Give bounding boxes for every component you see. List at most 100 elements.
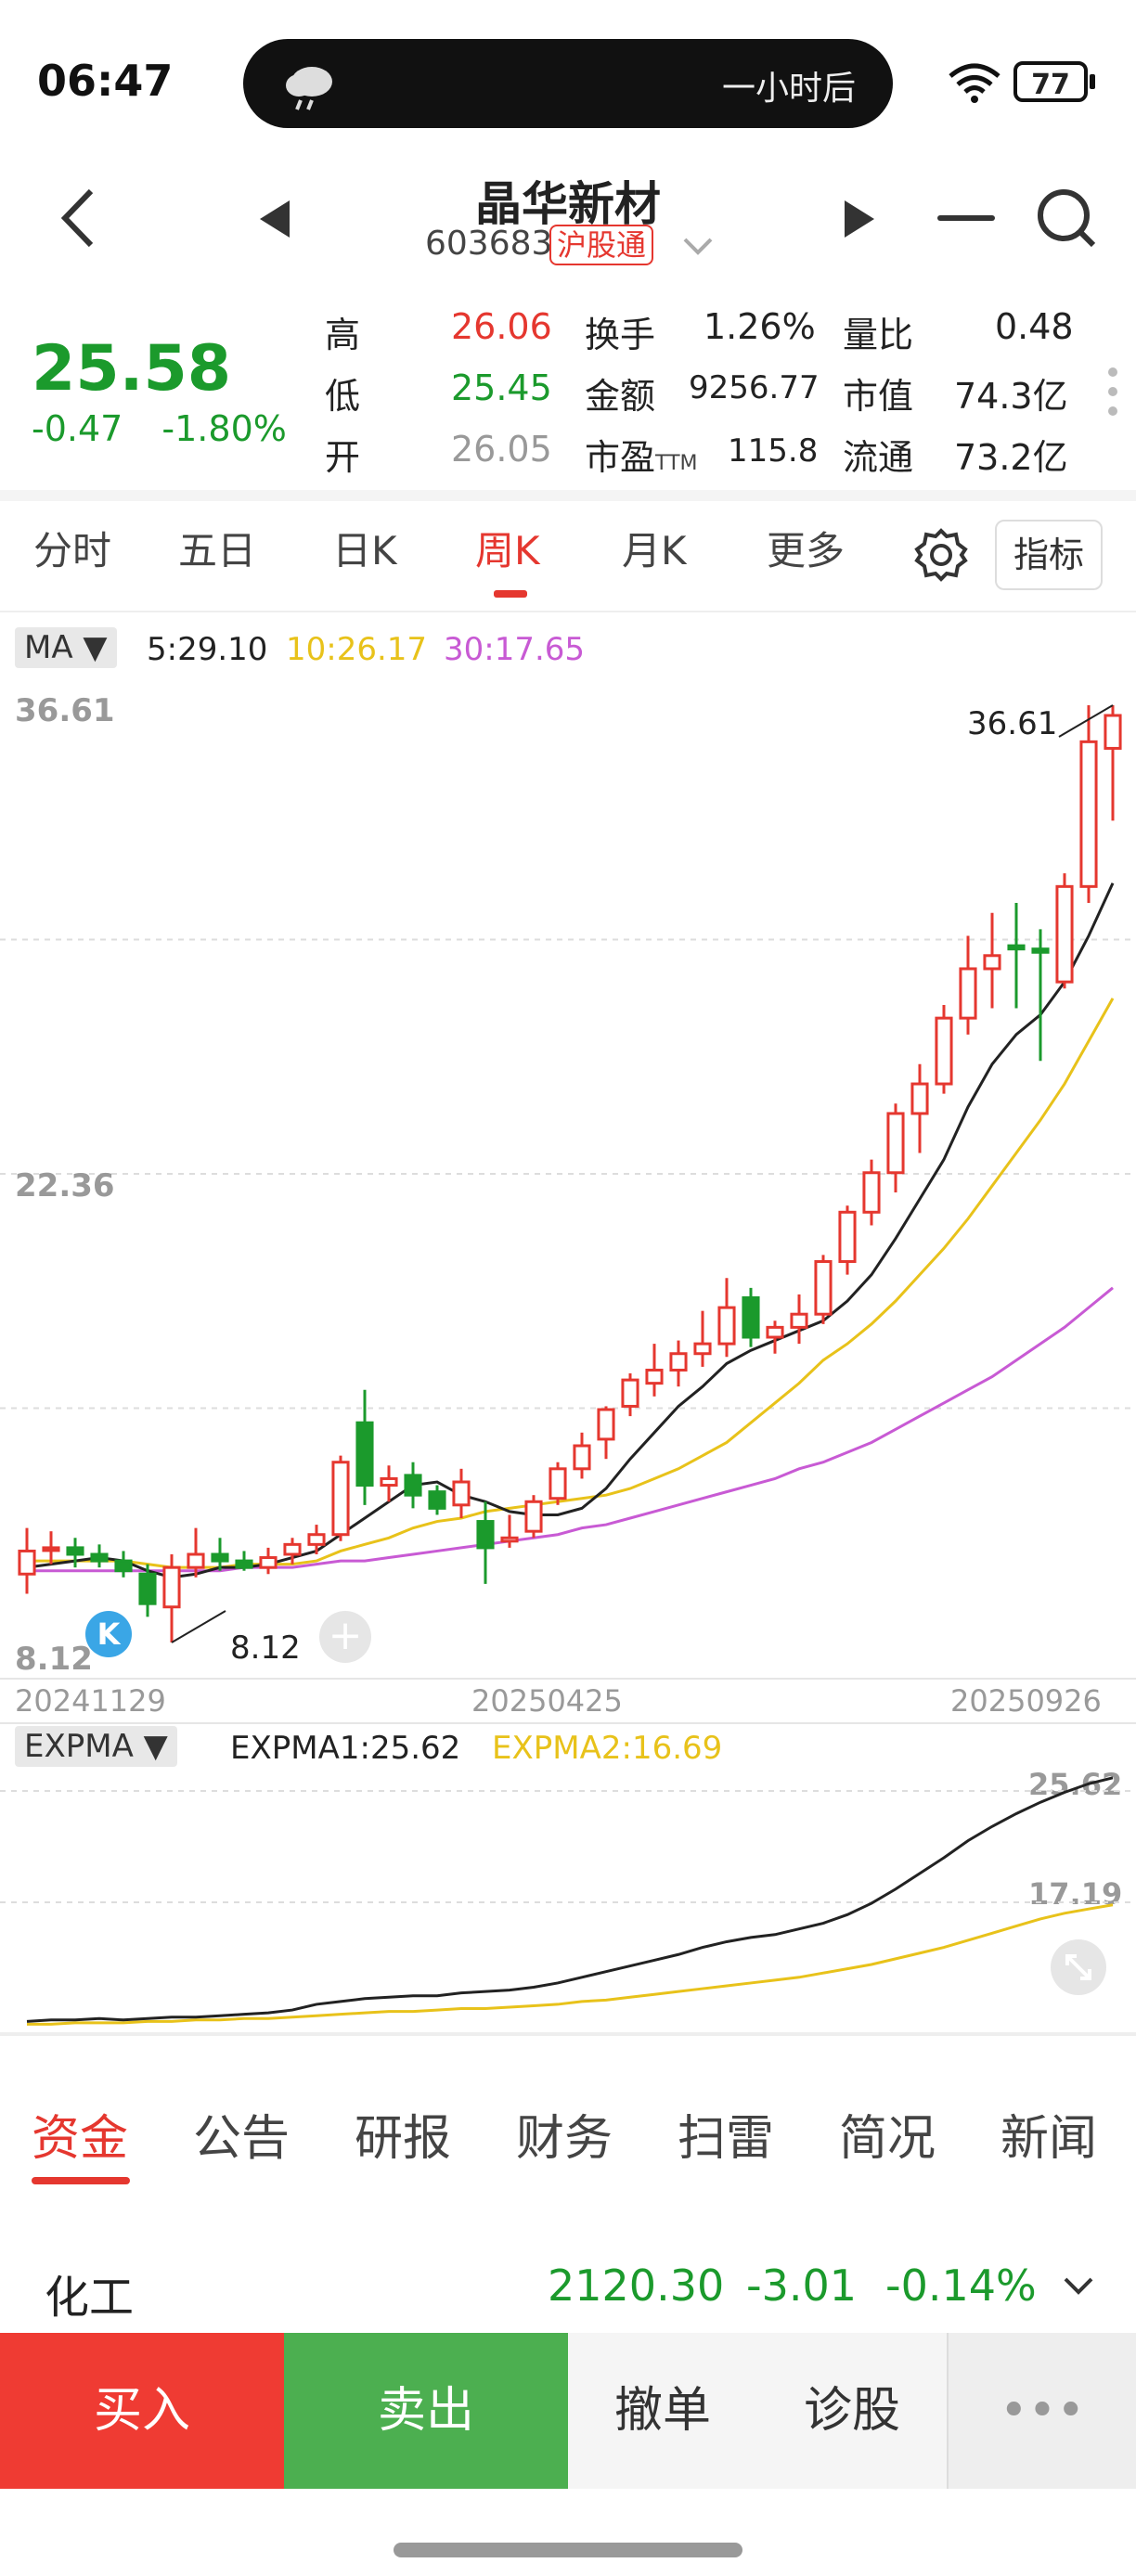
ma5-polyline [26, 882, 1115, 1579]
candle-body [935, 1016, 953, 1086]
diagnose-button[interactable]: 诊股 [757, 2333, 947, 2489]
candle [766, 1320, 784, 1354]
candle-body [814, 1259, 833, 1316]
expma-indicator-selector[interactable]: EXPMA ▼ [15, 1726, 177, 1767]
tab-risk-scan[interactable]: 扫雷 [678, 2111, 775, 2167]
tab-news[interactable]: 新闻 [1000, 2111, 1098, 2167]
tab-daily-k[interactable]: 日K [332, 528, 397, 573]
sector-expand-chevron-icon[interactable] [1062, 2275, 1095, 2298]
turnover-label: 换手 [585, 315, 656, 355]
expand-chart-icon[interactable] [1051, 1939, 1106, 1995]
candlesticks [18, 705, 1122, 1642]
back-arrow-icon[interactable] [54, 186, 100, 251]
k-marker-icon[interactable]: K [85, 1611, 132, 1657]
current-price: 25.58 [32, 332, 232, 406]
tab-intraday[interactable]: 分时 [33, 528, 112, 573]
candle [717, 1278, 736, 1358]
next-stock-icon[interactable] [841, 199, 878, 239]
candle-body [307, 1533, 326, 1546]
candle-body [355, 1421, 374, 1488]
ma30-value: 30:17.65 [444, 631, 586, 668]
weekly-k-chart[interactable] [0, 677, 1136, 1680]
open-label: 开 [325, 437, 361, 478]
settings-gear-icon[interactable] [913, 527, 969, 583]
expma2-polyline [27, 1903, 1114, 2026]
tab-five-day[interactable]: 五日 [178, 528, 257, 573]
tab-more[interactable]: 更多 [767, 528, 846, 573]
candle [742, 1287, 760, 1347]
candle-body [187, 1552, 205, 1569]
tab-finance[interactable]: 财务 [516, 2111, 613, 2167]
active-tab-indicator [494, 590, 527, 598]
cancel-order-button[interactable]: 撤单 [568, 2333, 757, 2489]
high-marker-label: 36.61 [967, 705, 1058, 742]
more-dots-icon[interactable] [1106, 366, 1119, 418]
candle [66, 1538, 84, 1568]
ma5-line [26, 882, 1115, 1579]
add-marker-icon[interactable]: + [319, 1611, 371, 1663]
tab-weekly-k[interactable]: 周K [475, 528, 540, 573]
battery-indicator: 77 [1013, 61, 1088, 102]
ma-indicator-selector[interactable]: MA ▼ [15, 627, 117, 668]
expma1-value: EXPMA1:25.62 [230, 1730, 461, 1767]
candle-body [18, 1549, 36, 1576]
buy-button[interactable]: 买入 [0, 2333, 284, 2489]
date-axis-line [0, 1678, 1136, 1680]
candle-body [862, 1171, 881, 1214]
sell-button[interactable]: 卖出 [284, 2333, 568, 2489]
indicator-button[interactable]: 指标 [995, 520, 1103, 590]
ma10-line [27, 998, 1115, 1569]
tab-profile[interactable]: 简况 [839, 2111, 936, 2167]
candle [645, 1344, 664, 1397]
vol-ratio-label: 量比 [843, 315, 914, 355]
expma-chart[interactable] [0, 1763, 1136, 2041]
candle [404, 1462, 422, 1509]
change-percent: -1.80% [161, 408, 287, 449]
candle-body [1104, 714, 1122, 750]
candle-body [138, 1572, 157, 1605]
candle-body [742, 1295, 760, 1339]
candle [500, 1514, 519, 1548]
more-actions-button[interactable]: ••• [947, 2333, 1136, 2489]
expma1-polyline [26, 1776, 1114, 2023]
chevron-down-icon[interactable] [681, 236, 715, 258]
expma2-line [27, 1903, 1114, 2026]
home-indicator[interactable] [394, 2543, 742, 2557]
tab-monthly-k[interactable]: 月K [622, 528, 687, 573]
mkt-cap-label: 市值 [843, 376, 914, 417]
pe-label: 市盈TTM [585, 429, 698, 480]
search-icon[interactable] [1034, 186, 1099, 251]
prev-stock-icon[interactable] [256, 199, 293, 239]
expma2-value: EXPMA2:16.69 [492, 1730, 723, 1767]
candle [138, 1564, 157, 1617]
turnover-value: 1.26% [704, 306, 816, 347]
candle-body [66, 1546, 84, 1556]
high-value: 26.06 [451, 306, 552, 347]
candle-body [1007, 944, 1026, 951]
sector-change-pct: -0.14% [885, 2260, 1037, 2311]
candle-body [235, 1559, 253, 1569]
mkt-cap-value: 74.3亿 [954, 376, 1068, 417]
candle-body [404, 1474, 422, 1497]
minimize-icon[interactable] [937, 215, 995, 221]
candle [669, 1340, 688, 1387]
ma10-value: 10:26.17 [286, 631, 428, 668]
sector-name[interactable]: 化工 [45, 2272, 135, 2324]
tab-funds[interactable]: 资金 [32, 2111, 129, 2167]
candle [886, 1103, 905, 1193]
candle-body [259, 1556, 278, 1569]
y-axis-bottom-label: 8.12 [15, 1641, 93, 1678]
candle [452, 1468, 471, 1518]
extreme-markers [171, 704, 1114, 1643]
candle-body [766, 1325, 784, 1339]
amount-value: 9256.77 [689, 369, 820, 406]
candle-body [790, 1312, 808, 1329]
pe-label-text: 市盈 [585, 437, 656, 478]
tab-research[interactable]: 研报 [355, 2111, 452, 2167]
candle [90, 1544, 109, 1568]
sub-chart-divider [0, 1722, 1136, 1724]
candle-body [162, 1565, 181, 1609]
tab-announcements[interactable]: 公告 [193, 2111, 290, 2167]
dynamic-island[interactable]: 一小时后 [243, 39, 893, 128]
candle [211, 1538, 229, 1571]
